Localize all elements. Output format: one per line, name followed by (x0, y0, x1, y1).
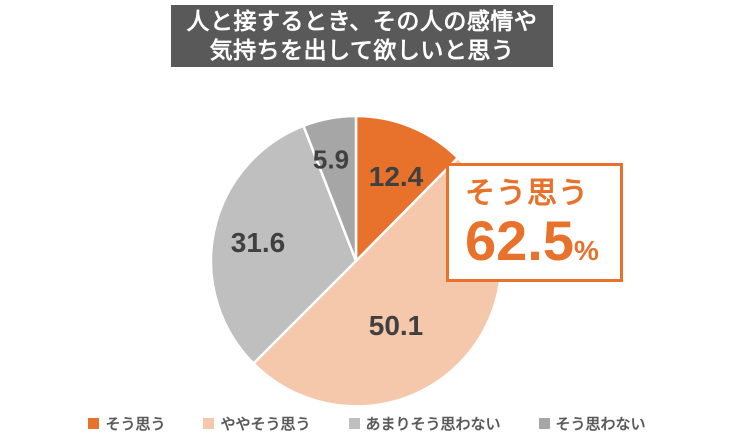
chart-title-line-1: 人と接するとき、その人の感情や (186, 8, 538, 34)
callout-value: 62.5 (465, 209, 574, 272)
callout-percent-sign: % (574, 235, 599, 266)
slice-label-yayasouomou: 50.1 (368, 310, 424, 341)
callout-box: そう思う 62.5% (446, 163, 623, 282)
pie-slice-2 (209, 124, 358, 365)
pie-slice-3 (302, 114, 358, 263)
legend-label-souomowanai: そう思わない (555, 416, 646, 433)
legend-label-amarisouomowanai: あまりそう思わない (365, 416, 501, 433)
legend-label-souomou: そう思う (105, 416, 166, 433)
legend-item-souomowanai: そう思わない (538, 413, 646, 434)
slice-label-souomou: 12.4 (368, 161, 424, 192)
legend-item-souomou: そう思う (88, 413, 165, 434)
pie-slice-0 (354, 114, 460, 263)
chart-title-banner: 人と接するとき、その人の感情や 気持ちを出して欲しいと思う (171, 5, 553, 67)
slice-label-souomowanai: 5.9 (312, 144, 350, 175)
legend-swatch-souomowanai (538, 418, 550, 429)
legend-label-yayasouomou: ややそう思う (220, 416, 311, 433)
legend-swatch-yayasouomou (203, 418, 215, 429)
legend: そう思う ややそう思う あまりそう思わない そう思わない (0, 413, 734, 434)
callout-value-row: 62.5% (465, 213, 620, 284)
callout-label: そう思う (465, 177, 589, 210)
legend-swatch-amarisouomowanai (348, 418, 360, 429)
slice-label-amarisouomowanai: 31.6 (230, 227, 286, 258)
pie-svg (209, 114, 503, 408)
chart-title-line-2: 気持ちを出して欲しいと思う (209, 37, 515, 63)
legend-item-amarisouomowanai: あまりそう思わない (348, 413, 501, 434)
legend-item-yayasouomou: ややそう思う (203, 413, 311, 434)
legend-swatch-souomou (88, 418, 100, 429)
